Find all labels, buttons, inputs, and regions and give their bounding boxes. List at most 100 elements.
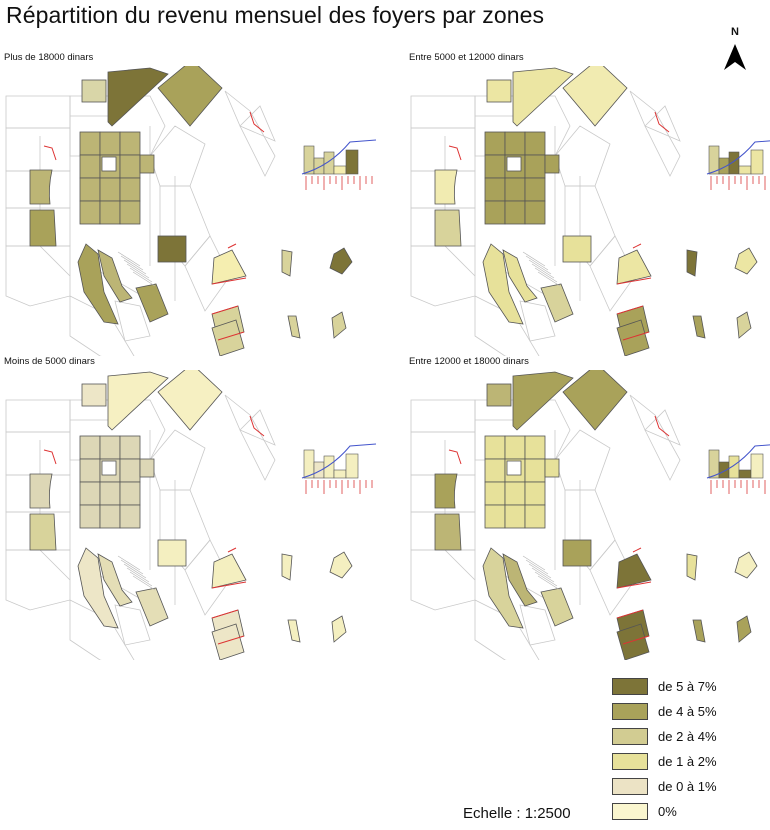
zone-left-lower	[29, 209, 57, 247]
zone-outlier	[329, 247, 353, 275]
grid-block	[79, 177, 101, 202]
inset-bar	[333, 165, 347, 175]
grid-block	[119, 481, 141, 506]
zone-square	[486, 79, 512, 103]
grid-block	[484, 131, 506, 156]
legend: de 5 à 7% de 4 à 5% de 2 à 4% de 1 à 2% …	[612, 676, 762, 826]
grid-block	[484, 200, 506, 225]
red-markers	[448, 111, 670, 341]
grid-block	[119, 504, 141, 529]
inset-curve	[706, 444, 770, 479]
zone-square	[81, 383, 107, 407]
legend-swatch	[612, 778, 648, 795]
zone-outlier	[329, 551, 353, 579]
grid-block	[119, 177, 141, 202]
inset-bar	[313, 157, 325, 175]
panel-moins-5000: Moins de 5000 dinars	[0, 356, 380, 661]
grid-block	[524, 177, 546, 202]
grid-block	[504, 481, 526, 506]
grid-block	[524, 131, 546, 156]
inset-bar	[313, 461, 325, 479]
zone-outlier	[281, 553, 293, 581]
panel-title: Entre 5000 et 12000 dinars	[409, 52, 524, 63]
grid-block	[544, 154, 560, 174]
grid-block	[79, 504, 101, 529]
zone-outlier	[736, 311, 752, 339]
grid-block	[504, 435, 526, 460]
inset-chart	[301, 443, 377, 494]
zone-outlier	[211, 249, 247, 285]
zone-polygons	[29, 66, 353, 356]
grid-block	[524, 200, 546, 225]
zone-northeast	[157, 370, 223, 431]
inset-curve	[301, 443, 377, 479]
inset-bar	[345, 149, 359, 175]
grid-block	[99, 504, 121, 529]
panel-title: Entre 12000 et 18000 dinars	[409, 356, 529, 367]
legend-item: de 0 à 1%	[612, 776, 762, 801]
inset-ticks	[710, 480, 766, 494]
zone-left-upper	[434, 473, 458, 509]
grid-hole	[101, 460, 117, 476]
hatch-lines	[117, 251, 156, 287]
zone-south-strip	[482, 243, 524, 325]
grid-block	[544, 458, 560, 478]
red-markers	[43, 415, 265, 645]
grid-block	[504, 177, 526, 202]
zone-northeast	[562, 66, 628, 127]
zone-outlier	[287, 315, 301, 339]
zone-left-lower	[434, 209, 462, 247]
grid-block	[524, 504, 546, 529]
zone-square	[486, 383, 512, 407]
zone-left-lower	[29, 513, 57, 551]
zone-east-block	[157, 539, 187, 567]
zone-outlier	[616, 553, 652, 589]
grid-block	[79, 200, 101, 225]
legend-swatch	[612, 803, 648, 820]
north-arrow: N	[720, 26, 750, 74]
hatch-lines	[522, 555, 561, 591]
inset-chart	[301, 139, 377, 190]
grid-block	[524, 154, 546, 179]
grid-block	[79, 131, 101, 156]
inset-bar	[750, 149, 764, 175]
income-zone-map	[410, 370, 770, 660]
zone-left-upper	[434, 169, 458, 205]
zone-cross-grid	[211, 623, 245, 660]
grid-block	[484, 481, 506, 506]
zone-northeast	[157, 66, 223, 127]
zone-grid	[79, 435, 155, 529]
grid-block	[119, 435, 141, 460]
inset-ticks	[305, 176, 373, 190]
legend-label: de 2 à 4%	[658, 729, 717, 744]
zone-outlier	[736, 615, 752, 643]
inset-bar	[718, 461, 730, 479]
zone-polygons	[434, 66, 758, 356]
zone-south-block	[135, 283, 169, 323]
zone-left-upper	[29, 473, 53, 509]
grid-block	[79, 154, 101, 179]
inset-bar	[728, 151, 740, 175]
legend-swatch	[612, 728, 648, 745]
hatch-lines	[117, 555, 156, 591]
income-zone-map	[5, 66, 377, 356]
grid-hole	[506, 460, 522, 476]
zone-northeast	[562, 370, 628, 431]
zone-south-block	[540, 587, 574, 627]
legend-item: de 1 à 2%	[612, 751, 762, 776]
inset-bar	[718, 157, 730, 175]
zone-left-lower	[434, 513, 462, 551]
zone-square	[81, 79, 107, 103]
grid-block	[484, 458, 506, 483]
zone-outlier	[331, 615, 347, 643]
zone-outlier	[692, 315, 706, 339]
legend-swatch	[612, 678, 648, 695]
zone-outlier	[287, 619, 301, 643]
zone-cross-grid	[616, 319, 650, 356]
panel-title: Moins de 5000 dinars	[4, 356, 95, 367]
legend-label: de 5 à 7%	[658, 679, 717, 694]
zone-triangle	[512, 67, 574, 127]
grid-block	[524, 458, 546, 483]
scale-label: Echelle : 1:2500	[463, 805, 571, 822]
grid-block	[79, 481, 101, 506]
